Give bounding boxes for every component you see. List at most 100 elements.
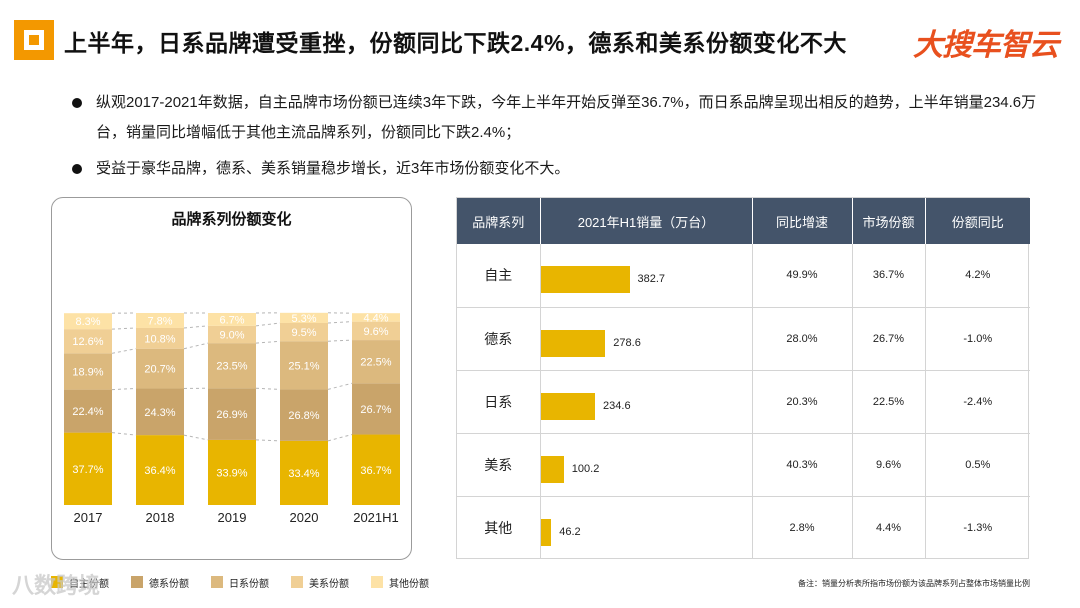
bar-segment [280, 322, 328, 342]
table-row: 日系 234.6 20.3% 22.5% -2.4% [457, 370, 1030, 434]
bar-segment [280, 341, 328, 390]
brand-text: 大搜车 [913, 29, 1001, 62]
share-yoy-cell: 4.2% [925, 244, 1030, 308]
bar-segment [208, 313, 256, 326]
legend-label: 自主份额 [69, 578, 109, 590]
share-cell: 36.7% [852, 244, 926, 308]
x-tick-label: 2017 [74, 510, 103, 525]
row-category: 德系 [457, 307, 541, 371]
bar-data-label: 9.6% [363, 326, 388, 338]
bar-segment [352, 434, 400, 505]
connector-line [111, 327, 137, 330]
legend-item: 美系份额 [291, 575, 349, 590]
bar-data-label: 5.3% [291, 313, 316, 325]
sales-bar [540, 329, 606, 357]
share-cell: 26.7% [852, 307, 926, 371]
connector-line [183, 342, 209, 350]
bar-segment [136, 327, 184, 349]
bar-data-label: 6.7% [219, 314, 244, 326]
x-tick-label: 2021H1 [353, 510, 399, 525]
sales-table-panel: 品牌系列 2021年H1销量（万台） 同比增速 市场份额 份额同比 自主 382.… [456, 197, 1030, 559]
bar-data-label: 12.6% [72, 336, 103, 348]
x-tick-label: 2020 [290, 510, 319, 525]
bar-data-label: 37.7% [72, 464, 103, 476]
bar-segment [352, 313, 400, 322]
bar-segment [64, 329, 112, 354]
legend-item: 其他份额 [371, 575, 429, 590]
legend-label: 德系份额 [149, 578, 189, 590]
bar-segment [280, 389, 328, 441]
bar-segment [352, 383, 400, 435]
row-category: 自主 [457, 244, 541, 308]
bar-data-label: 24.3% [144, 407, 175, 419]
connector-line [327, 382, 353, 390]
growth-cell: 40.3% [752, 433, 853, 497]
chart-title: 品牌系列份额变化 [171, 211, 292, 228]
connector-line [255, 322, 281, 327]
x-tick-label: 2019 [218, 510, 247, 525]
sales-value-label: 278.6 [613, 336, 641, 349]
growth-cell: 49.9% [752, 244, 853, 308]
bar-data-label: 9.5% [291, 327, 316, 339]
bar-data-label: 36.7% [360, 465, 391, 477]
share-yoy-cell: 0.5% [925, 433, 1030, 497]
legend-swatch [211, 576, 223, 588]
bar-data-label: 26.7% [360, 404, 391, 416]
connector-line [327, 339, 353, 342]
sales-bar [540, 266, 630, 293]
sales-bar-cell: 382.7 [540, 244, 753, 308]
bar-segment [136, 388, 184, 436]
bar-data-label: 26.8% [288, 410, 319, 422]
column-header: 市场份额 [852, 198, 926, 244]
legend-swatch [131, 576, 143, 588]
bar-segment [208, 388, 256, 440]
share-cell: 4.4% [852, 496, 926, 559]
legend-swatch [291, 576, 303, 588]
bar-segment [64, 353, 112, 390]
bar-segment [136, 435, 184, 505]
row-category: 其他 [457, 496, 541, 559]
connector-line [327, 321, 353, 324]
sales-bar [540, 518, 552, 546]
bar-data-label: 7.8% [147, 315, 172, 327]
bar-segment [208, 325, 256, 344]
bar-segment [280, 440, 328, 505]
legend-label: 美系份额 [309, 578, 349, 590]
bar-segment [64, 313, 112, 330]
bar-segment [352, 340, 400, 384]
share-yoy-cell: -1.3% [963, 521, 993, 534]
growth-cell: 28.0% [752, 307, 853, 371]
connector-line [183, 325, 209, 329]
share-chart-panel: 品牌系列份额变化 37.7% 22.4% 18.9% 12.6% 8.3% 2017 36.… [51, 197, 412, 560]
bar-data-label: 33.4% [288, 468, 319, 480]
watermark: 八数跨境 [12, 573, 101, 598]
share-cell: 22.5% [852, 370, 926, 434]
brand-logo: 大搜车智云 [913, 20, 1059, 64]
bar-data-label: 20.7% [144, 364, 175, 376]
table-row: 其他 46.2 2.8% 4.4% -1.3% [457, 496, 1030, 559]
brand-accent-text: 智云 [1000, 29, 1059, 62]
summary-bullets: 纵观2017-2021年数据，自主品牌市场份额已连续3年下跌，今年上半年开始反弹… [70, 88, 1040, 184]
legend-label: 其他份额 [389, 578, 429, 590]
row-category: 美系 [457, 433, 541, 497]
connector-line [255, 387, 281, 390]
table-row: 美系 100.2 40.3% 9.6% 0.5% [457, 433, 1030, 497]
bar-segment [280, 312, 328, 323]
chart-legend: 自主份额 德系份额 日系份额 美系份额 其他份额 [51, 574, 451, 590]
sales-bar [540, 392, 596, 420]
sales-value-label: 100.2 [571, 462, 600, 475]
legend-item: 日系份额 [211, 575, 269, 590]
bar-data-label: 8.3% [75, 316, 100, 328]
bar-data-label: 18.9% [72, 366, 103, 378]
sales-value-label: 382.7 [637, 273, 666, 285]
sales-bar [540, 455, 564, 483]
bullet-item: 受益于豪华品牌，德系、美系销量稳步增长，近3年市场份额变化不大。 [70, 154, 1040, 184]
bar-data-label: 22.5% [360, 357, 391, 369]
connector-line [255, 439, 281, 442]
growth-cell: 2.8% [752, 496, 853, 559]
bar-data-label: 4.4% [363, 312, 388, 324]
bullet-item: 纵观2017-2021年数据，自主品牌市场份额已连续3年下跌，今年上半年开始反弹… [70, 88, 1040, 148]
bar-segment [64, 389, 112, 433]
connector-line [111, 387, 137, 391]
stacked-bar-chart: 37.7% 22.4% 18.9% 12.6% 8.3% 2017 36.4% 24.3% 20… [64, 312, 400, 525]
